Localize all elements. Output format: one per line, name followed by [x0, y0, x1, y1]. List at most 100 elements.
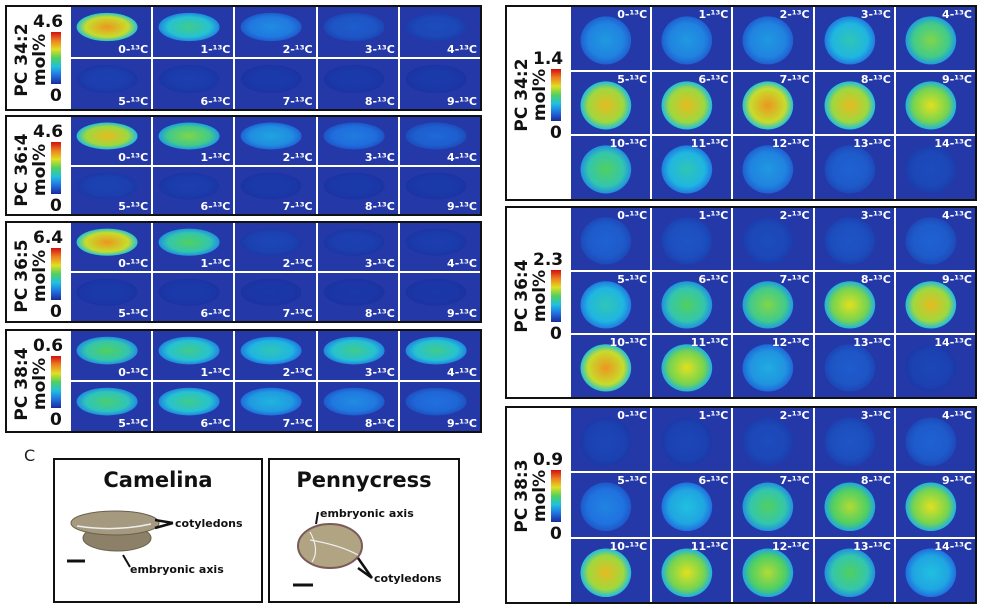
isotopologue-label: 8-¹³C [364, 200, 395, 213]
panel-label-area: PC 34:2 mol% 4.6 0 [7, 7, 71, 109]
seed-signal [76, 64, 138, 94]
seed-signal [824, 548, 875, 597]
seed-signal [824, 280, 875, 329]
seed-signal [76, 172, 138, 199]
panel-label-area: PC 36:5 mol% 6.4 0 [7, 223, 71, 322]
isotopologue-label: 13-¹³C [853, 539, 891, 553]
seed-signal [241, 228, 302, 256]
colorbar [51, 356, 61, 408]
panel-label-area: PC 38:3 mol% 0.9 0 [507, 408, 571, 602]
isotopologue-label: 6-¹³C [698, 272, 729, 286]
isotopologue-label: 3-¹³C [860, 8, 891, 21]
panel-letter-c: C [24, 446, 36, 465]
right-panel-pc-38-3: PC 38:3 mol% 0.9 0 0-¹³C 1-¹³C 2-¹³C 3-¹³C 4-¹³C… [505, 406, 977, 604]
ms-image-tile: 6-¹³C [153, 59, 234, 109]
ms-image-tile: 7-¹³C [733, 271, 813, 334]
seed-signal [661, 145, 713, 194]
ms-image-tile: 11-¹³C [652, 136, 732, 199]
seed-signal [824, 16, 875, 65]
seed-signal [323, 172, 385, 199]
seed-signal [580, 548, 632, 597]
pennycress-cotyledons-label: cotyledons [374, 572, 442, 585]
isotopologue-label: 3-¹³C [860, 209, 891, 222]
isotopologue-label: 9-¹³C [942, 474, 972, 488]
isotopologue-label: 4-¹³C [447, 150, 477, 164]
ms-image-tile: 1-¹³C [153, 7, 234, 57]
isotopologue-label: 4-¹³C [942, 209, 972, 222]
isotopologue-label: 3-¹³C [860, 409, 891, 422]
isotopologue-label: 8-¹³C [860, 72, 891, 86]
seed-signal [742, 482, 794, 532]
colorbar-min: 0 [550, 524, 562, 544]
ms-image-tile: 3-¹³C [814, 7, 894, 70]
ms-image-tile: 10-¹³C [571, 538, 651, 602]
isotopologue-label: 10-¹³C [609, 137, 648, 151]
seed-signal [905, 145, 956, 194]
ms-image-tile: 8-¹³C [317, 273, 398, 321]
isotopologue-label: 2-¹³C [282, 257, 313, 270]
colorbar [51, 32, 61, 84]
isotopologue-label: 0-¹³C [118, 150, 149, 164]
isotopologue-label: 8-¹³C [860, 272, 891, 286]
seed-signal [580, 280, 632, 329]
seed-signal [905, 482, 956, 532]
isotopologue-label: 1-¹³C [200, 257, 231, 270]
ms-image-tile: 3-¹³C [814, 408, 894, 472]
ms-image-tile: 5-¹³C [71, 166, 152, 214]
seed-signal [661, 344, 713, 392]
seed-signal [158, 228, 220, 256]
seed-signal [241, 278, 302, 306]
ms-image-tile: 4-¹³C [895, 408, 975, 472]
ms-image-tile: 9-¹³C [399, 59, 480, 109]
isotopologue-label: 7-¹³C [779, 272, 810, 286]
isotopologue-label: 14-¹³C [934, 539, 972, 553]
ms-image-tile: 5-¹³C [71, 273, 152, 321]
colorbar-max: 0.9 [533, 450, 564, 470]
lipid-species: PC 38:4 [12, 347, 32, 421]
seed-signal [580, 145, 632, 194]
ms-image-tile: 13-¹³C [814, 538, 894, 602]
image-grid: 0-¹³C 1-¹³C 2-¹³C 3-¹³C 4-¹³C 5-¹³C 6-¹³C 7-¹³C… [571, 408, 975, 602]
isotopologue-label: 4-¹³C [447, 366, 477, 379]
panel-label-area: PC 36:4 mol% 4.6 0 [7, 117, 71, 216]
seed-signal [824, 482, 875, 532]
ms-image-tile: 5-¹³C [571, 71, 651, 135]
seed-signal [580, 217, 632, 265]
isotopologue-label: 5-¹³C [617, 474, 648, 488]
ms-image-tile: 0-¹³C [71, 117, 152, 165]
seed-signal [742, 344, 794, 392]
isotopologue-label: 13-¹³C [853, 336, 891, 350]
ms-image-tile: 7-¹³C [235, 273, 316, 321]
seed-signal [158, 122, 220, 150]
isotopologue-label: 14-¹³C [934, 137, 972, 151]
ms-image-tile: 9-¹³C [895, 271, 975, 334]
isotopologue-label: 6-¹³C [698, 72, 729, 86]
seed-signal [661, 217, 713, 265]
ms-image-tile: 8-¹³C [317, 166, 398, 214]
seed-signal [405, 12, 467, 42]
ms-image-tile: 3-¹³C [317, 7, 398, 57]
ms-image-tile: 4-¹³C [399, 7, 480, 57]
isotopologue-label: 12-¹³C [772, 137, 810, 151]
ms-image-tile: 5-¹³C [571, 473, 651, 537]
image-grid: 0-¹³C 1-¹³C 2-¹³C 3-¹³C 4-¹³C 5-¹³C 6-¹³C 7-¹³C… [571, 208, 975, 397]
seed-signal [580, 482, 632, 532]
left-panel-pc-38-4: PC 38:4 mol% 0.6 0 0-¹³C 1-¹³C 2-¹³C 3-¹³C 4-¹³C… [5, 329, 482, 433]
ms-image-tile: 0-¹³C [71, 223, 152, 271]
isotopologue-label: 5-¹³C [118, 200, 149, 213]
ms-image-tile: 8-¹³C [814, 71, 894, 135]
image-grid: 0-¹³C 1-¹³C 2-¹³C 3-¹³C 4-¹³C 5-¹³C 6-¹³C 7-¹³C… [71, 223, 480, 321]
seed-signal [580, 81, 632, 130]
seed-signal [405, 278, 467, 306]
ms-image-tile: 9-¹³C [399, 273, 480, 321]
seed-signal [742, 145, 794, 194]
isotopologue-label: 8-¹³C [364, 307, 395, 320]
isotopologue-label: 5-¹³C [118, 307, 149, 320]
left-panel-pc-36-4: PC 36:4 mol% 4.6 0 0-¹³C 1-¹³C 2-¹³C 3-¹³C 4-¹³C… [5, 115, 482, 216]
seed-signal [661, 81, 713, 130]
seed-signal [905, 344, 956, 392]
ms-image-tile: 12-¹³C [733, 136, 813, 199]
ms-image-tile: 3-¹³C [317, 117, 398, 165]
ms-image-tile: 8-¹³C [814, 473, 894, 537]
lipid-species: PC 38:3 [512, 459, 532, 533]
